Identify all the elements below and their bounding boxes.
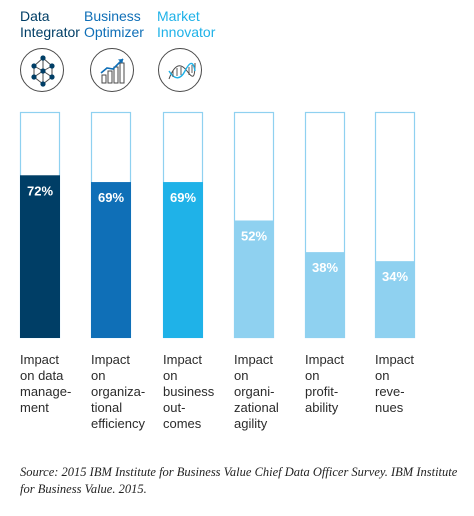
legend: Data Integrator Busi (0, 8, 474, 98)
legend-label: Business Optimizer (84, 8, 144, 40)
legend-label: Data Integrator (20, 8, 80, 40)
legend-label: Market Innovator (157, 8, 216, 40)
bar (234, 220, 274, 338)
category-label: Impact on organiza- tional efficiency (91, 352, 146, 431)
data-label: 52% (241, 228, 267, 243)
legend-item-market-innovator: Market Innovator (157, 8, 237, 92)
data-label: 38% (312, 260, 338, 275)
data-label: 69% (170, 190, 196, 205)
bar (163, 182, 203, 338)
bar (91, 182, 131, 338)
category-label: Impact on profit- ability (305, 352, 345, 415)
growth-chart-icon (90, 48, 134, 92)
dna-helix-icon (158, 48, 202, 92)
bar (305, 252, 345, 338)
bar (375, 261, 415, 338)
category-label: Impact on data manage- ment (20, 352, 72, 415)
legend-item-data-integrator: Data Integrator (20, 8, 100, 92)
category-label: Impact on reve- nues (375, 352, 415, 415)
network-globe-icon (20, 48, 64, 92)
data-label: 69% (98, 190, 124, 205)
bar (20, 175, 60, 338)
data-label: 72% (27, 183, 53, 198)
source-note: Source: 2015 IBM Institute for Business … (20, 465, 458, 496)
legend-item-business-optimizer: Business Optimizer (84, 8, 164, 92)
category-label: Impact on business out- comes (163, 352, 215, 431)
category-label: Impact on organi- zational agility (234, 352, 279, 431)
bar-chart: 72% 69% 69% 52% 38% 34% (19, 111, 416, 339)
data-label: 34% (382, 269, 408, 284)
